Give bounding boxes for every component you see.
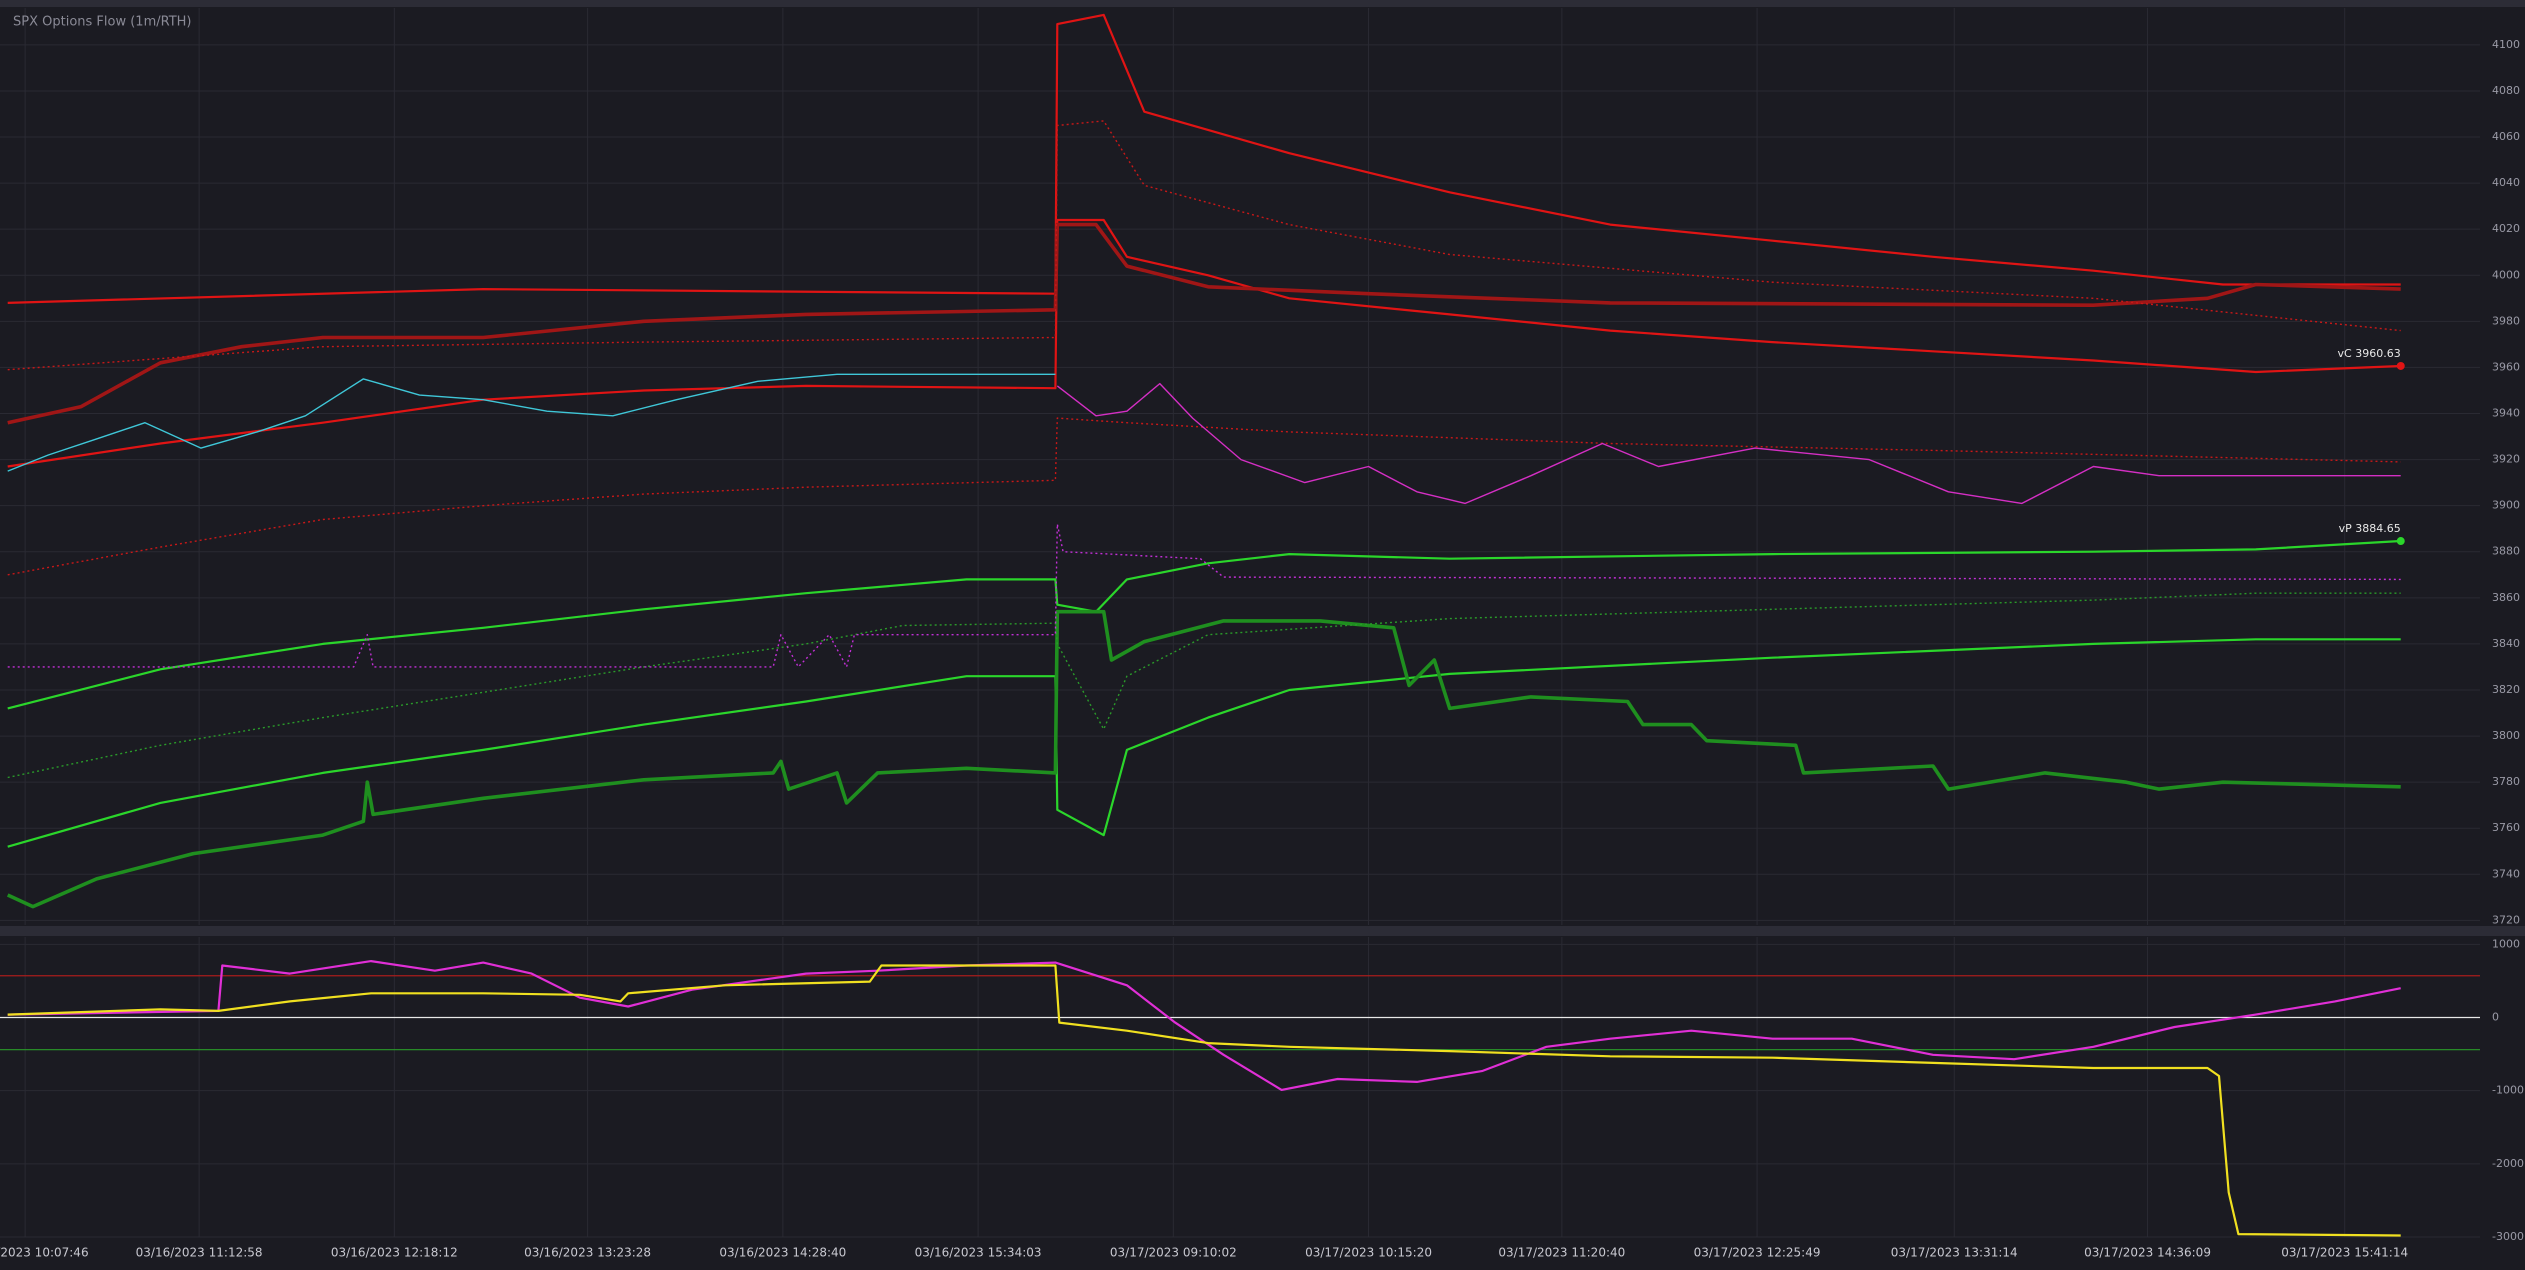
x-tick-label: 03/16/2023 14:28:40	[719, 1246, 846, 1260]
y-tick-label: 4000	[2492, 268, 2520, 281]
y-tick-label: 4080	[2492, 84, 2520, 97]
y-tick-label: 3960	[2492, 360, 2520, 373]
y-tick-label: 3980	[2492, 314, 2520, 327]
series-line	[7, 960, 2401, 1091]
y-tick-label: 3860	[2492, 591, 2520, 604]
series-line	[7, 523, 2401, 668]
y-tick-label: 3840	[2492, 637, 2520, 650]
series-line	[7, 539, 2401, 710]
y-tick-label: 3780	[2492, 775, 2520, 788]
x-tick-label: 03/16/2023 11:12:58	[136, 1246, 263, 1260]
x-tick-label: 03/17/2023 13:31:14	[1891, 1246, 2018, 1260]
x-tick-label: 03/17/2023 12:25:49	[1694, 1246, 1821, 1260]
chart-title: SPX Options Flow (1m/RTH)	[13, 15, 192, 30]
series-line	[7, 120, 2401, 371]
y-tick-label: 4020	[2492, 222, 2520, 235]
series-line	[1056, 382, 2401, 505]
x-tick-label: 03/16/2023 12:18:12	[331, 1246, 458, 1260]
end-label: vP 3884.65	[2339, 522, 2401, 535]
y-tick-label: 3820	[2492, 683, 2520, 696]
y-tick-label: 1000	[2492, 937, 2520, 950]
plot-layer: 3720 3740 3760 3780 3800 3820 3840 3860 3880 3900…	[0, 8, 2524, 1260]
x-tick-label: 03/16/2023 15:34:03	[915, 1246, 1042, 1260]
end-marker	[2396, 361, 2405, 370]
y-tick-label: 4040	[2492, 176, 2520, 189]
end-label: vC 3960.63	[2338, 347, 2401, 360]
x-tick-label: 03/17/2023 14:36:09	[2084, 1246, 2211, 1260]
y-tick-label: -2000	[2492, 1157, 2524, 1170]
x-tick-label: 03/17/2023 11:20:40	[1498, 1246, 1625, 1260]
y-tick-label: -3000	[2492, 1230, 2524, 1243]
x-tick-label: 03/16/2023 10:07:46	[0, 1246, 89, 1260]
top-border	[0, 0, 2525, 7]
series-line	[6, 609, 2401, 909]
series-line	[7, 222, 2401, 425]
y-tick-label: 3880	[2492, 545, 2520, 558]
y-tick-label: 4100	[2492, 38, 2520, 51]
y-tick-label: 3800	[2492, 729, 2520, 742]
series-line	[7, 373, 1056, 472]
x-tick-label: 03/17/2023 15:41:14	[2281, 1246, 2408, 1260]
series-line	[7, 592, 2401, 779]
y-tick-label: 0	[2492, 1010, 2499, 1023]
y-tick-label: 3740	[2492, 867, 2520, 880]
x-tick-label: 03/16/2023 13:23:28	[524, 1246, 651, 1260]
y-tick-label: 3720	[2492, 913, 2520, 926]
y-tick-label: -1000	[2492, 1084, 2524, 1097]
end-marker	[2396, 537, 2405, 546]
y-tick-label: 4060	[2492, 130, 2520, 143]
series-line	[7, 964, 2401, 1237]
x-tick-label: 03/17/2023 09:10:02	[1110, 1246, 1237, 1260]
panel-separator	[0, 926, 2525, 936]
y-tick-label: 3920	[2492, 453, 2520, 466]
series-line	[7, 638, 2401, 848]
y-tick-label: 3900	[2492, 499, 2520, 512]
y-tick-label: 3760	[2492, 821, 2520, 834]
y-tick-label: 3940	[2492, 407, 2520, 420]
x-tick-label: 03/17/2023 10:15:20	[1305, 1246, 1432, 1260]
